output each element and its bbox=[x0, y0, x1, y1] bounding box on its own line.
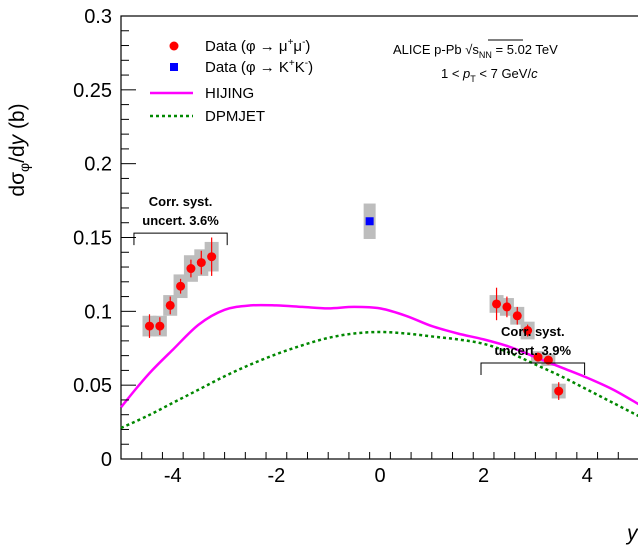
corr-syst-bracket bbox=[133, 232, 228, 246]
x-tick-label: 2 bbox=[478, 465, 489, 487]
data-point-mumu bbox=[523, 326, 533, 336]
data-point-mumu bbox=[502, 302, 512, 312]
sqrt-s: s bbox=[472, 42, 479, 57]
corr-syst-label-line2: uncert. 3.9% bbox=[495, 343, 572, 358]
data-point-mumu bbox=[554, 386, 564, 396]
y-axis-title-post: (b) bbox=[6, 103, 29, 135]
sqrt-symbol: √ bbox=[465, 42, 473, 57]
legend-kk-pre: Data (φ → K bbox=[205, 59, 289, 76]
corr-syst-label-line1: Corr. syst. bbox=[149, 194, 213, 209]
legend-mumu-label: Data (φ → μ+μ-) bbox=[205, 37, 310, 55]
alice-annotation-line1: ALICE p-Pb √sNN = 5.02 TeV bbox=[393, 42, 558, 60]
legend-kk-mid: K bbox=[295, 59, 305, 76]
y-tick-label: 0.05 bbox=[73, 375, 112, 397]
legend-kk-post: ) bbox=[308, 59, 313, 76]
y-tick-label: 0 bbox=[101, 449, 112, 471]
pt-range-prefix: 1 < bbox=[441, 66, 463, 81]
legend-dpmjet-label: DPMJET bbox=[205, 108, 265, 125]
data-point-kk bbox=[365, 217, 374, 226]
legend-mumu-mid: μ bbox=[293, 38, 302, 55]
legend-hijing-label: HIJING bbox=[205, 85, 254, 102]
data-point-mumu bbox=[165, 300, 175, 310]
legend-mumu-sup2: - bbox=[302, 37, 305, 48]
axes: -4 -2 0 2 4 0 0.05 0.1 0.15 0.2 0.25 0.3 bbox=[73, 6, 619, 487]
data-point-mumu bbox=[186, 264, 196, 274]
data-point-mumu bbox=[155, 321, 165, 331]
pt-unit-c: c bbox=[531, 66, 538, 81]
data-point-mumu bbox=[492, 299, 502, 309]
y-tick-label: 0.2 bbox=[84, 154, 112, 176]
alice-annotation-line2: 1 < pT < 7 GeV/c bbox=[441, 66, 538, 84]
sqrt-s-sub: NN bbox=[479, 50, 492, 60]
y-axis-title: dσφ/dy (b) bbox=[6, 103, 32, 196]
y-tick-label: 0.15 bbox=[73, 228, 112, 250]
x-tick-label: 0 bbox=[374, 465, 385, 487]
y-tick-label: 0.3 bbox=[84, 6, 112, 28]
y-axis-title-mid: /d bbox=[6, 145, 29, 163]
pt-sub: T bbox=[470, 74, 476, 84]
y-axis-title-var: y bbox=[6, 133, 29, 147]
legend-mumu-post: ) bbox=[305, 38, 310, 55]
y-axis-title-pre: dσ bbox=[6, 172, 29, 197]
alice-annotation-energy: = 5.02 TeV bbox=[492, 42, 558, 57]
alice-annotation-prefix: ALICE p-Pb bbox=[393, 42, 465, 57]
legend-kk-sup2: - bbox=[305, 58, 308, 69]
legend-kk-sup1: + bbox=[289, 58, 295, 69]
data-point-mumu bbox=[543, 355, 553, 365]
alice-annotation: ALICE p-Pb √sNN = 5.02 TeV 1 < pT < 7 Ge… bbox=[393, 39, 558, 84]
corr-syst-label-line1: Corr. syst. bbox=[501, 324, 565, 339]
x-axis-title: y bbox=[625, 522, 638, 545]
dpmjet-curve bbox=[120, 330, 638, 430]
pt-var: p bbox=[462, 66, 470, 81]
data-point-mumu bbox=[207, 252, 217, 262]
legend-mumu-pre: Data (φ → μ bbox=[205, 38, 288, 55]
data-point-mumu bbox=[144, 321, 154, 331]
x-tick-label: -4 bbox=[164, 465, 182, 487]
y-axis-title-sub: φ bbox=[16, 163, 32, 172]
data-point-mumu bbox=[533, 352, 543, 362]
corr-syst-bracket bbox=[480, 362, 586, 376]
legend-mumu-sup1: + bbox=[288, 37, 294, 48]
data-points bbox=[144, 217, 564, 400]
legend-mumu-marker bbox=[169, 41, 179, 51]
y-tick-label: 0.25 bbox=[73, 80, 112, 102]
corr-syst-label-line2: uncert. 3.6% bbox=[142, 213, 219, 228]
y-tick-label: 0.1 bbox=[84, 301, 112, 323]
x-tick-label: 4 bbox=[582, 465, 593, 487]
legend-kk-label: Data (φ → K+K-) bbox=[205, 58, 313, 76]
data-point-mumu bbox=[176, 281, 186, 291]
legend-kk-marker bbox=[170, 63, 178, 71]
data-point-mumu bbox=[512, 311, 522, 321]
x-tick-label: -2 bbox=[268, 465, 286, 487]
corr-syst-brackets: Corr. syst. uncert. 3.6% Corr. syst. uncert… bbox=[133, 194, 586, 376]
pt-range-post: < 7 GeV/ bbox=[476, 66, 532, 81]
legend: Data (φ → μ+μ-) Data (φ → K+K-) HIJING D… bbox=[150, 37, 313, 125]
data-point-mumu bbox=[196, 258, 206, 268]
